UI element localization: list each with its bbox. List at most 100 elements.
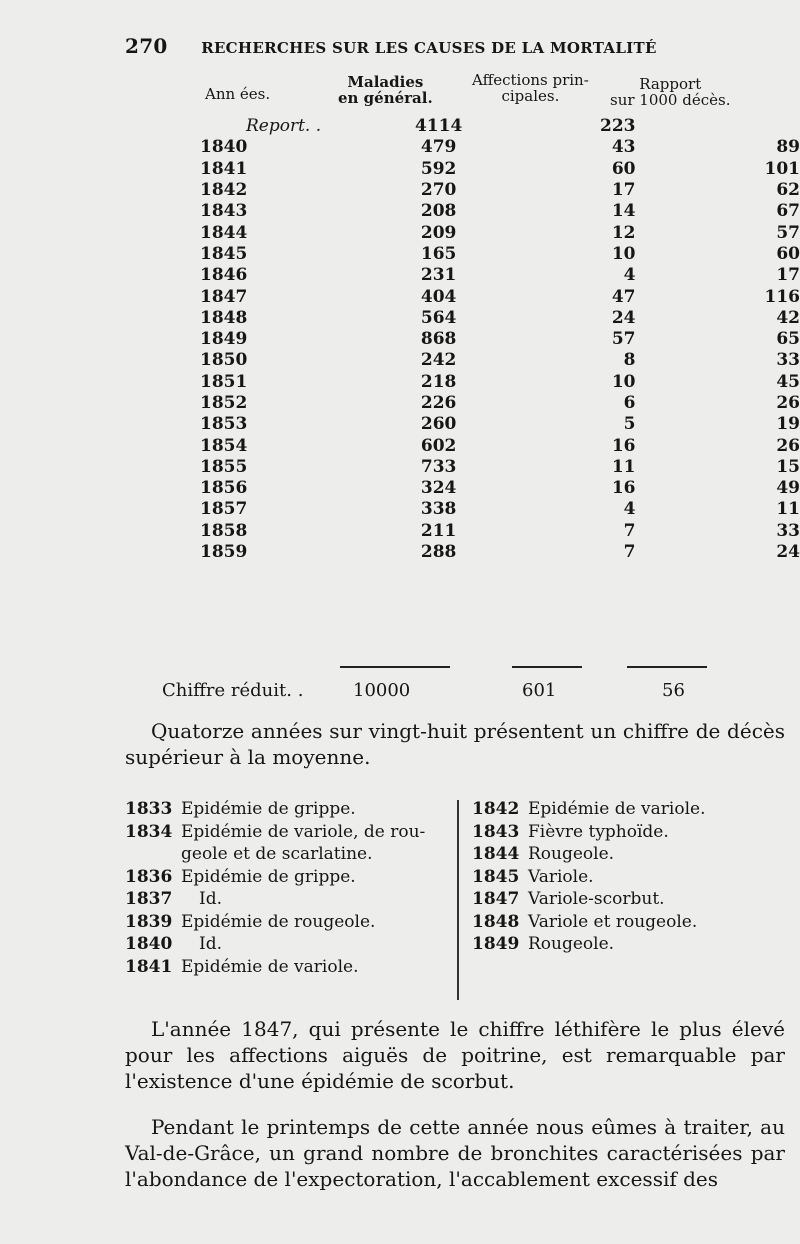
cell-affections: 7 — [623, 542, 636, 563]
cell-year: 1848 — [200, 307, 248, 328]
paragraph-text: Pendant le printemps de cette année nous… — [125, 1115, 785, 1191]
cell-affections: 223 — [600, 116, 636, 137]
cell-rapport: 89 — [776, 137, 800, 158]
cell-affections: 6 — [623, 393, 636, 413]
list-item: 1837 Id. — [125, 888, 425, 911]
cell-year: 1855 — [200, 456, 248, 477]
epidemics-right-column: 1842 Epidémie de variole. 1843 Fièvre typho… — [472, 798, 705, 956]
cell-affections: 5 — [623, 414, 636, 435]
cell-rapport: 15 — [776, 456, 800, 477]
cell-year: 1853 — [200, 414, 248, 435]
cell-affections: 12 — [611, 222, 636, 243]
cell-year: 1843 — [200, 201, 248, 222]
cell-maladies: 338 — [420, 499, 457, 520]
table-row: 1856 324 16 49 — [200, 478, 800, 499]
table-row: 1841 592 60 101 — [200, 159, 800, 180]
cell-maladies: 242 — [420, 350, 457, 371]
list-item: 1833 Epidémie de grippe. — [125, 798, 425, 821]
epidemic-year: 1840 — [125, 934, 173, 954]
cell-maladies: 226 — [420, 393, 457, 413]
epidemic-desc: Epidémie de variole. — [181, 956, 359, 977]
cell-affections: 60 — [611, 158, 636, 179]
cell-maladies: 288 — [420, 542, 457, 563]
cell-rapport: 49 — [776, 478, 800, 499]
table-row: 1854 602 16 26 — [200, 435, 800, 456]
cell-rapport: 65 — [776, 329, 800, 350]
col-header-rapport: Rapport sur 1000 décès. — [610, 76, 730, 108]
col-header-line: Affections prin- — [472, 71, 589, 89]
cell-rapport: 67 — [776, 201, 800, 222]
list-item: 1847 Variole-scorbut. — [472, 888, 705, 911]
cell-affections: 7 — [623, 520, 636, 541]
cell-rapport: 116 — [764, 286, 800, 307]
cell-maladies: 165 — [420, 243, 457, 264]
total-maladies: 10000 — [353, 680, 411, 701]
cell-affections: 4 — [623, 265, 636, 286]
epidemic-year: 1834 — [125, 821, 173, 842]
epidemic-year: 1837 — [125, 889, 173, 909]
cell-year: 1851 — [200, 371, 248, 392]
cell-rapport: 17 — [776, 265, 800, 286]
cell-year: 1856 — [200, 478, 248, 499]
cell-maladies: 868 — [420, 329, 457, 350]
list-item: geole et de scarlatine. — [125, 843, 425, 866]
cell-year: 1844 — [200, 222, 248, 243]
epidemics-left-column: 1833 Epidémie de grippe. 1834 Epidémie de v… — [125, 798, 425, 978]
cell-affections: 16 — [611, 478, 636, 499]
cell-maladies: 211 — [420, 520, 457, 541]
epidemic-desc: Rougeole. — [528, 844, 615, 864]
cell-rapport: 45 — [776, 371, 800, 392]
cell-maladies: 479 — [420, 137, 457, 158]
sum-rule — [512, 666, 582, 668]
cell-affections: 16 — [611, 435, 636, 456]
cell-maladies: 404 — [420, 286, 457, 307]
table-row: 1853 260 5 19 — [200, 414, 800, 435]
epidemic-desc: Rougeole. — [528, 934, 615, 954]
sum-rule — [627, 666, 707, 668]
epidemic-desc: Fièvre typhoïde. — [528, 821, 669, 842]
cell-affections: 8 — [623, 350, 636, 371]
epidemic-year: 1839 — [125, 911, 173, 932]
cell-maladies: 4114 — [414, 116, 463, 137]
epidemic-year: 1833 — [125, 799, 173, 819]
epidemic-year: 1842 — [472, 799, 520, 819]
epidemic-desc: Variole et rougeole. — [528, 911, 698, 932]
epidemic-year: 1849 — [472, 934, 520, 954]
cell-rapport: 11 — [776, 499, 800, 520]
cell-year: 1850 — [200, 350, 248, 371]
list-item: 1844 Rougeole. — [472, 843, 705, 866]
col-header-line: cipales. — [501, 87, 560, 105]
list-item: 1843 Fièvre typhoïde. — [472, 821, 705, 844]
col-header-line: Rapport — [639, 75, 702, 93]
list-item: 1841 Epidémie de variole. — [125, 956, 425, 979]
cell-affections: 10 — [611, 371, 636, 392]
total-rapport: 56 — [662, 680, 685, 701]
epidemic-desc: Variole-scorbut. — [528, 889, 665, 909]
col-header-maladies: Maladies en général. — [338, 74, 433, 106]
epidemic-year: 1848 — [472, 911, 520, 932]
epidemic-year: 1843 — [472, 821, 520, 842]
table-row: 1852 226 6 26 — [200, 393, 800, 414]
table-row: 1844 209 12 57 — [200, 222, 800, 243]
paragraph-text: L'année 1847, qui présente le chiffre lé… — [125, 1017, 785, 1093]
table-row: 1846 231 4 17 — [200, 265, 800, 286]
cell-maladies: 324 — [420, 478, 457, 499]
sum-rule — [340, 666, 450, 668]
epidemic-year: 1841 — [125, 956, 173, 977]
report-row: Report. . 4114 223 — [200, 116, 800, 137]
cell-rapport: 60 — [776, 243, 800, 264]
paragraph: L'année 1847, qui présente le chiffre lé… — [125, 1016, 785, 1094]
cell-affections: 14 — [611, 201, 636, 222]
list-item: 1839 Epidémie de rougeole. — [125, 911, 425, 934]
cell-maladies: 592 — [420, 158, 457, 179]
cell-rapport — [741, 116, 800, 137]
cell-maladies: 733 — [420, 456, 457, 477]
cell-maladies: 260 — [420, 414, 457, 435]
epidemic-year: 1844 — [472, 844, 520, 864]
table-row: 1849 868 57 65 — [200, 329, 800, 350]
cell-affections: 43 — [611, 137, 636, 158]
total-label: Chiffre réduit. . — [162, 680, 304, 701]
cell-maladies: 209 — [420, 222, 457, 243]
cell-rapport: 42 — [776, 307, 800, 328]
cell-year: 1846 — [200, 265, 248, 286]
